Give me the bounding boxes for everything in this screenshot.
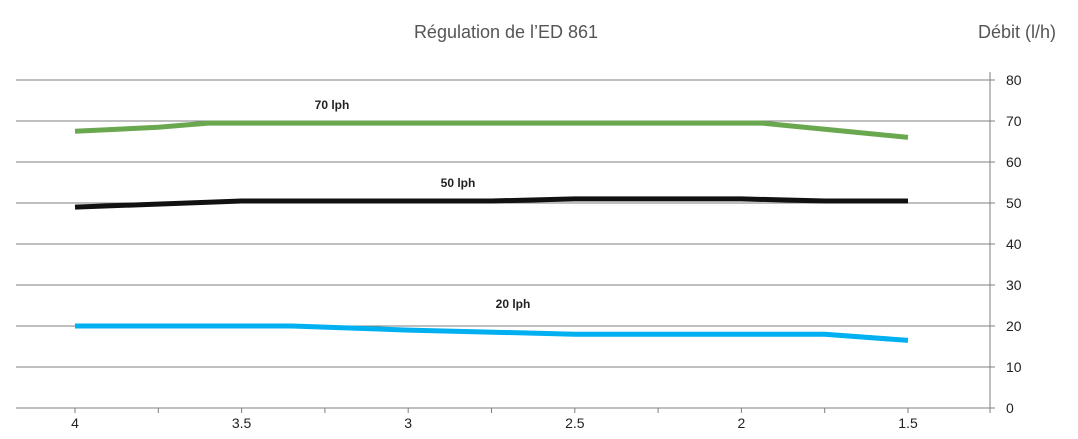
- y-tick-label: 20: [1006, 318, 1022, 334]
- x-tick-label: 4: [71, 415, 79, 431]
- x-tick-label: 3.5: [232, 415, 252, 431]
- y-axis-label: Débit (l/h): [977, 22, 1056, 42]
- series-line: [74, 196, 908, 210]
- chart-title: Régulation de l’ED 861: [413, 22, 599, 42]
- y-tick-label: 10: [1006, 359, 1022, 375]
- y-tick-label: 40: [1006, 236, 1022, 252]
- y-tick-label: 70: [1006, 113, 1022, 129]
- x-tick-label: 2.5: [565, 415, 585, 431]
- x-tick-label: 3: [404, 415, 412, 431]
- series-label: 20 lph: [496, 297, 531, 311]
- y-tick-label: 0: [1006, 400, 1014, 416]
- x-tick-label: 1.5: [898, 415, 918, 431]
- y-tick-label: 50: [1006, 195, 1022, 211]
- series-label: 70 lph: [315, 98, 350, 112]
- series-line: [75, 323, 909, 343]
- series-line: [74, 120, 909, 140]
- series-label: 50 lph: [441, 176, 476, 190]
- y-tick-label: 80: [1006, 72, 1022, 88]
- x-tick-label: 2: [738, 415, 746, 431]
- y-tick-label: 30: [1006, 277, 1022, 293]
- y-tick-label: 60: [1006, 154, 1022, 170]
